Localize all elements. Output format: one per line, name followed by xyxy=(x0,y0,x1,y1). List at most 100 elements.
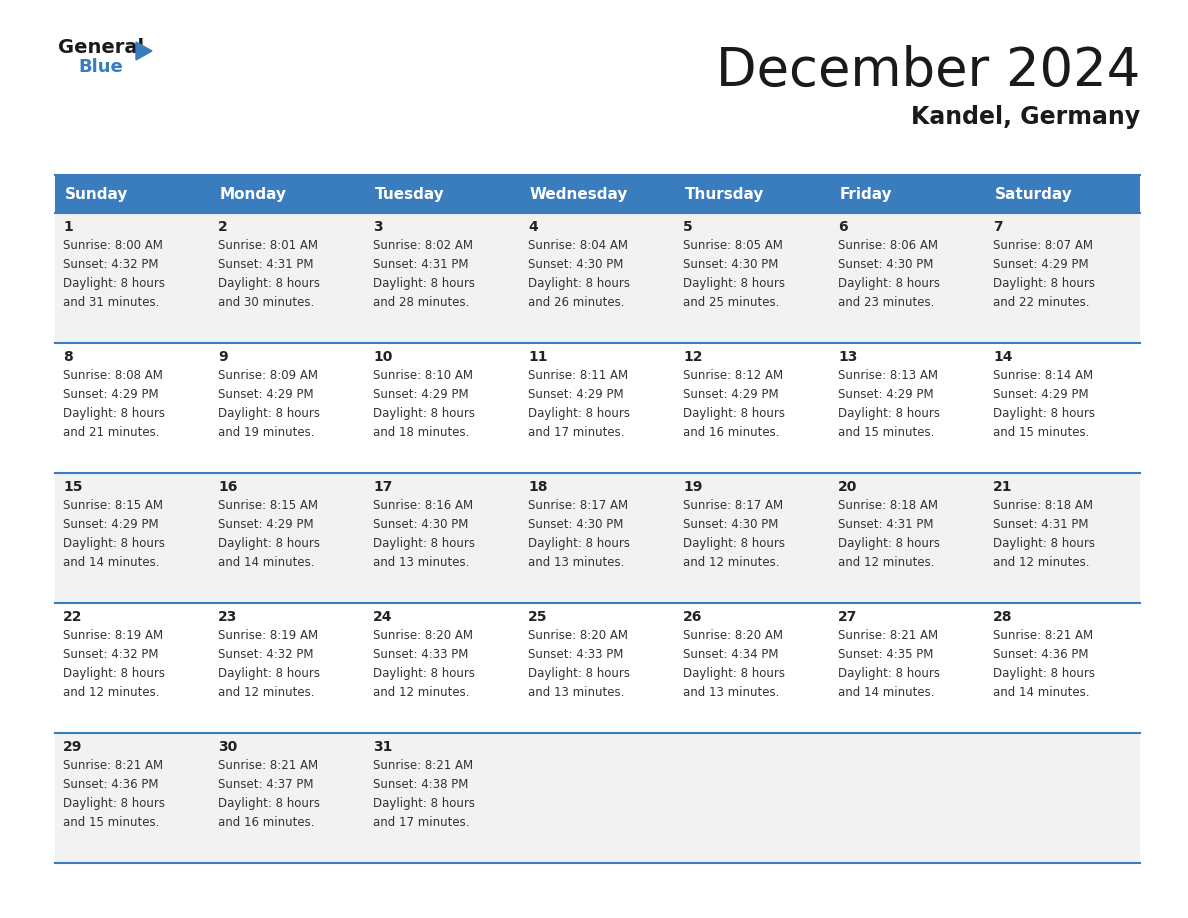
Text: Daylight: 8 hours: Daylight: 8 hours xyxy=(683,537,785,550)
Bar xyxy=(675,603,830,733)
Bar xyxy=(830,175,985,213)
Text: Sunrise: 8:18 AM: Sunrise: 8:18 AM xyxy=(993,499,1093,512)
Text: and 15 minutes.: and 15 minutes. xyxy=(63,816,159,829)
Text: Daylight: 8 hours: Daylight: 8 hours xyxy=(219,407,320,420)
Text: 7: 7 xyxy=(993,220,1003,234)
Text: Daylight: 8 hours: Daylight: 8 hours xyxy=(373,537,475,550)
Text: Daylight: 8 hours: Daylight: 8 hours xyxy=(683,407,785,420)
Text: Daylight: 8 hours: Daylight: 8 hours xyxy=(219,277,320,290)
Text: Sunrise: 8:20 AM: Sunrise: 8:20 AM xyxy=(373,629,473,642)
Text: 16: 16 xyxy=(219,480,238,494)
Text: Sunset: 4:35 PM: Sunset: 4:35 PM xyxy=(838,648,934,661)
Text: Daylight: 8 hours: Daylight: 8 hours xyxy=(838,407,940,420)
Text: Sunset: 4:37 PM: Sunset: 4:37 PM xyxy=(219,778,314,791)
Text: and 22 minutes.: and 22 minutes. xyxy=(993,296,1089,309)
Text: Sunset: 4:31 PM: Sunset: 4:31 PM xyxy=(838,518,934,531)
Text: 23: 23 xyxy=(219,610,238,624)
Text: Daylight: 8 hours: Daylight: 8 hours xyxy=(838,537,940,550)
Text: and 15 minutes.: and 15 minutes. xyxy=(838,426,935,439)
Text: Sunrise: 8:08 AM: Sunrise: 8:08 AM xyxy=(63,369,163,382)
Text: and 15 minutes.: and 15 minutes. xyxy=(993,426,1089,439)
Bar xyxy=(985,603,1140,733)
Text: Sunset: 4:30 PM: Sunset: 4:30 PM xyxy=(373,518,468,531)
Bar xyxy=(365,733,520,863)
Bar xyxy=(210,175,365,213)
Bar xyxy=(365,603,520,733)
Text: 21: 21 xyxy=(993,480,1012,494)
Text: Sunrise: 8:21 AM: Sunrise: 8:21 AM xyxy=(219,759,318,772)
Text: Daylight: 8 hours: Daylight: 8 hours xyxy=(63,667,165,680)
Text: 4: 4 xyxy=(527,220,538,234)
Text: and 13 minutes.: and 13 minutes. xyxy=(527,556,625,569)
Text: and 13 minutes.: and 13 minutes. xyxy=(683,686,779,699)
Bar xyxy=(830,343,985,473)
Text: Sunrise: 8:20 AM: Sunrise: 8:20 AM xyxy=(683,629,783,642)
Text: Daylight: 8 hours: Daylight: 8 hours xyxy=(683,667,785,680)
Text: and 14 minutes.: and 14 minutes. xyxy=(63,556,159,569)
Text: 27: 27 xyxy=(838,610,858,624)
Text: Sunset: 4:32 PM: Sunset: 4:32 PM xyxy=(219,648,314,661)
Text: Sunrise: 8:06 AM: Sunrise: 8:06 AM xyxy=(838,239,939,252)
Text: Sunrise: 8:21 AM: Sunrise: 8:21 AM xyxy=(993,629,1093,642)
Text: Sunset: 4:30 PM: Sunset: 4:30 PM xyxy=(527,518,624,531)
Text: Sunrise: 8:21 AM: Sunrise: 8:21 AM xyxy=(838,629,939,642)
Text: 13: 13 xyxy=(838,350,858,364)
Text: and 21 minutes.: and 21 minutes. xyxy=(63,426,159,439)
Text: Sunrise: 8:21 AM: Sunrise: 8:21 AM xyxy=(373,759,473,772)
Text: 25: 25 xyxy=(527,610,548,624)
Bar xyxy=(985,175,1140,213)
Bar xyxy=(520,603,675,733)
Bar xyxy=(985,473,1140,603)
Text: Daylight: 8 hours: Daylight: 8 hours xyxy=(63,797,165,810)
Bar xyxy=(55,473,210,603)
Text: Kandel, Germany: Kandel, Germany xyxy=(911,105,1140,129)
Text: Sunset: 4:36 PM: Sunset: 4:36 PM xyxy=(993,648,1088,661)
Text: Sunrise: 8:12 AM: Sunrise: 8:12 AM xyxy=(683,369,783,382)
Text: Daylight: 8 hours: Daylight: 8 hours xyxy=(373,667,475,680)
Text: Sunset: 4:31 PM: Sunset: 4:31 PM xyxy=(219,258,314,271)
Text: Daylight: 8 hours: Daylight: 8 hours xyxy=(683,277,785,290)
Text: Friday: Friday xyxy=(840,186,892,201)
Bar xyxy=(365,213,520,343)
Text: Daylight: 8 hours: Daylight: 8 hours xyxy=(993,277,1095,290)
Text: Sunset: 4:32 PM: Sunset: 4:32 PM xyxy=(63,648,158,661)
Text: Sunset: 4:33 PM: Sunset: 4:33 PM xyxy=(527,648,624,661)
Text: Daylight: 8 hours: Daylight: 8 hours xyxy=(527,537,630,550)
Bar xyxy=(55,175,210,213)
Bar xyxy=(210,343,365,473)
Text: Sunset: 4:34 PM: Sunset: 4:34 PM xyxy=(683,648,778,661)
Bar xyxy=(55,603,210,733)
Text: 18: 18 xyxy=(527,480,548,494)
Text: 15: 15 xyxy=(63,480,82,494)
Text: Sunrise: 8:02 AM: Sunrise: 8:02 AM xyxy=(373,239,473,252)
Text: and 30 minutes.: and 30 minutes. xyxy=(219,296,315,309)
Bar xyxy=(520,343,675,473)
Bar xyxy=(675,213,830,343)
Text: Daylight: 8 hours: Daylight: 8 hours xyxy=(993,407,1095,420)
Bar xyxy=(830,733,985,863)
Text: Monday: Monday xyxy=(220,186,287,201)
Text: Sunset: 4:30 PM: Sunset: 4:30 PM xyxy=(683,518,778,531)
Text: and 14 minutes.: and 14 minutes. xyxy=(838,686,935,699)
Text: Sunrise: 8:19 AM: Sunrise: 8:19 AM xyxy=(63,629,163,642)
Text: Wednesday: Wednesday xyxy=(530,186,628,201)
Text: and 23 minutes.: and 23 minutes. xyxy=(838,296,935,309)
Text: Sunrise: 8:11 AM: Sunrise: 8:11 AM xyxy=(527,369,628,382)
Text: Sunrise: 8:09 AM: Sunrise: 8:09 AM xyxy=(219,369,318,382)
Text: 12: 12 xyxy=(683,350,702,364)
Bar xyxy=(210,603,365,733)
Text: and 12 minutes.: and 12 minutes. xyxy=(219,686,315,699)
Text: Blue: Blue xyxy=(78,58,122,76)
Text: Sunrise: 8:18 AM: Sunrise: 8:18 AM xyxy=(838,499,939,512)
Text: Sunset: 4:29 PM: Sunset: 4:29 PM xyxy=(838,388,934,401)
Text: Sunset: 4:29 PM: Sunset: 4:29 PM xyxy=(219,518,314,531)
Text: 10: 10 xyxy=(373,350,392,364)
Text: 14: 14 xyxy=(993,350,1012,364)
Bar xyxy=(830,213,985,343)
Text: and 12 minutes.: and 12 minutes. xyxy=(373,686,469,699)
Text: Daylight: 8 hours: Daylight: 8 hours xyxy=(993,537,1095,550)
Text: 28: 28 xyxy=(993,610,1012,624)
Text: Sunset: 4:29 PM: Sunset: 4:29 PM xyxy=(63,518,159,531)
Text: 17: 17 xyxy=(373,480,392,494)
Text: and 16 minutes.: and 16 minutes. xyxy=(683,426,779,439)
